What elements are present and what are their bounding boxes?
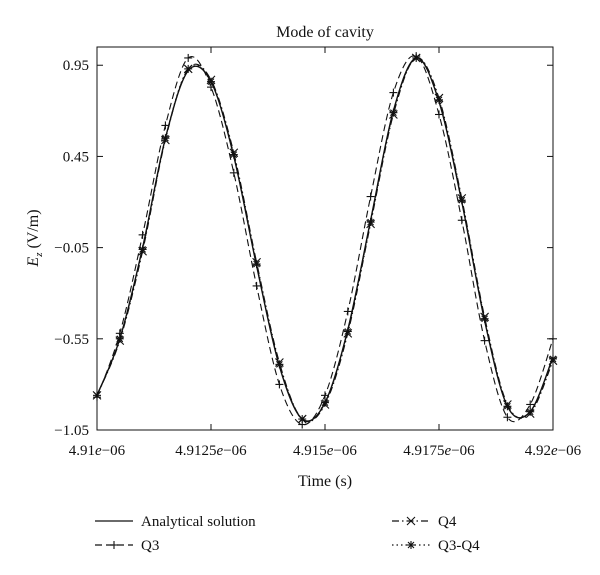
series-1-marker-18: [503, 413, 512, 422]
y-axis-label-sub: z: [33, 252, 45, 258]
plot-area: 0.950.45−0.05−0.55−1.054.91e−06 4.9125e−0…: [54, 46, 582, 459]
series-3-marker-19: [526, 407, 535, 416]
x-tick-label-0: 4.91e−06: [69, 443, 126, 459]
series-3-marker-5: [207, 77, 215, 86]
series-1-marker-4: [184, 53, 193, 62]
series-1-marker-15: [435, 110, 443, 119]
series-lines: [97, 55, 553, 426]
series-1-marker-3: [161, 121, 170, 130]
series-3-marker-12: [366, 218, 375, 227]
x-tick-label-exp-0: e: [95, 443, 102, 459]
legend-label-3: Q3-Q4: [438, 538, 480, 554]
x-tick-label-exp-3: e: [445, 443, 452, 459]
axis-labels: Time (s) Ez (V/m): [25, 209, 352, 490]
y-tick-label-1: 0.45: [63, 149, 89, 165]
legend-entry-1: Q3: [95, 538, 159, 554]
series-1-marker-6: [229, 168, 238, 177]
series-3-marker-14: [412, 53, 421, 62]
y-axis-label: Ez (V/m): [25, 209, 45, 267]
series-line-2: [97, 57, 553, 423]
legend-label-0: Analytical solution: [141, 514, 256, 530]
y-axis-label-unit: (V/m): [25, 209, 42, 252]
series-1-marker-12: [366, 192, 375, 201]
series-line-0: [97, 57, 553, 422]
series-1-marker-10: [321, 391, 329, 400]
series-3-marker-6: [229, 150, 238, 159]
legend-marker-3: [407, 541, 415, 549]
x-tick-label-exp-1: e: [217, 443, 224, 459]
series-3-marker-3: [161, 134, 170, 143]
x-tick-label-base-1: 4.9125: [175, 443, 216, 459]
legend-marker-2: [406, 516, 416, 526]
series-1-marker-19: [526, 400, 535, 409]
x-tick-label-tail-2: −06: [333, 443, 357, 459]
y-tick-label-2: −0.05: [54, 241, 89, 257]
x-tick-label-base-2: 4.915: [293, 443, 327, 459]
series-3-marker-18: [503, 402, 512, 411]
x-tick-label-base-0: 4.91: [69, 443, 95, 459]
x-tick-label-4: 4.92e−06: [525, 443, 582, 459]
x-tick-label-exp-4: e: [551, 443, 558, 459]
series-1-marker-2: [138, 230, 147, 239]
series-3-marker-13: [389, 108, 398, 117]
chart-title-group: Mode of cavity: [276, 24, 374, 41]
series-3-marker-8: [275, 360, 284, 369]
legend-label-1: Q3: [141, 538, 159, 554]
legend-label-2: Q4: [438, 514, 457, 530]
plot-frame: [96, 46, 554, 431]
series-line-1: [97, 55, 553, 426]
series-3-marker-11: [343, 327, 352, 336]
y-axis-label-main: E: [25, 257, 42, 268]
series-1-marker-8: [275, 380, 284, 389]
series-3-marker-7: [252, 260, 261, 269]
series-3-marker-0: [93, 391, 101, 400]
legend-marker-1: [110, 541, 118, 549]
chart-title: Mode of cavity: [276, 24, 374, 41]
series-1-marker-20: [549, 334, 557, 343]
x-tick-label-tail-0: −06: [102, 443, 126, 459]
series-3-marker-16: [457, 196, 466, 205]
legend-entry-0: Analytical solution: [95, 514, 256, 530]
series-1-marker-16: [457, 216, 466, 225]
x-tick-label-base-3: 4.9175: [403, 443, 444, 459]
series-3-marker-4: [184, 64, 193, 73]
y-tick-label-3: −0.55: [54, 332, 89, 348]
ticks: 0.950.45−0.05−0.55−1.054.91e−06 4.9125e−0…: [54, 47, 582, 459]
series-3-marker-1: [115, 334, 124, 343]
series-3-marker-2: [138, 245, 147, 254]
x-tick-label-3: 4.9175e−06: [403, 443, 475, 459]
series-1-marker-13: [389, 88, 398, 97]
series-3-marker-10: [321, 398, 329, 407]
y-tick-label-4: −1.05: [54, 423, 89, 439]
y-tick-label-0: 0.95: [63, 58, 89, 74]
x-tick-label-2: 4.915e−06: [293, 443, 357, 459]
series-1-marker-17: [480, 336, 489, 345]
x-tick-label-exp-2: e: [327, 443, 334, 459]
legend: Analytical solution Q3 Q4 Q3-Q4: [95, 514, 480, 554]
x-axis-label: Time (s): [298, 473, 352, 490]
series-3-marker-9: [298, 415, 307, 424]
x-tick-label-tail-4: −06: [558, 443, 582, 459]
x-tick-label-tail-1: −06: [223, 443, 247, 459]
series-1-marker-11: [343, 307, 352, 316]
legend-entry-2: Q4: [392, 514, 457, 530]
legend-entry-3: Q3-Q4: [392, 538, 480, 554]
x-tick-label-tail-3: −06: [451, 443, 475, 459]
series-3-marker-20: [549, 354, 557, 363]
series-3-marker-17: [480, 314, 489, 323]
series-1-marker-7: [252, 281, 261, 290]
series-markers: [92, 52, 558, 429]
x-tick-label-1: 4.9125e−06: [175, 443, 247, 459]
series-line-3: [97, 57, 553, 422]
x-tick-label-base-4: 4.92: [525, 443, 551, 459]
series-3-marker-15: [435, 95, 443, 104]
